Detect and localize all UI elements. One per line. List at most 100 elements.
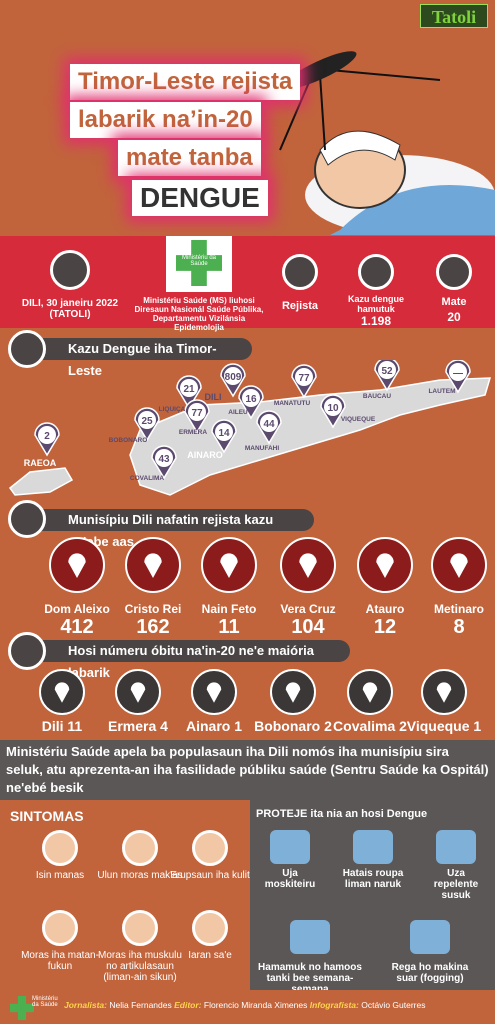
map-pin-inner [138,411,156,429]
symptom-icon [122,830,158,866]
map-value: 21 [183,384,195,395]
section-heading: Hosi númeru óbitu na'in-20 ne'e maiória … [38,640,350,680]
death-row: Ainaro 1 [164,718,264,734]
map-value: 44 [263,419,275,430]
district-value: 11 [218,616,240,638]
protect-label: Uja moskiteiru [264,868,316,890]
map-pin-inner [215,423,233,441]
death-value: 1 [473,718,482,734]
protect-label: Hamamuk no hamoos tanki bee semana-seman… [258,962,362,995]
death-value: 4 [160,718,168,734]
pin [191,669,237,715]
map-value: 10 [327,403,339,414]
protect-icon [436,830,476,864]
credits: Jornalista: Nelia Fernandes Editor: Flor… [64,1000,425,1010]
place-label: BAUCAU [363,393,391,400]
map-pin-inner [180,379,198,397]
section-heading: SINTOMAS [10,808,84,824]
pin-icon [206,682,222,703]
label: Jornalista: [64,1000,107,1010]
pin [39,669,85,715]
death-value: 2 [399,718,407,734]
feet-icon [436,254,472,290]
map-value: 809 [225,372,242,383]
value: 20 [447,310,461,324]
municipality: Ermera [108,718,157,734]
section-heading: Munisípiu Dili nafatin rejista kazu ne'e… [38,509,314,549]
logo: Tatoli [420,4,488,28]
pin-icon [299,553,317,579]
map-pin-inner [449,363,467,381]
pin [49,537,105,593]
map-pin-inner [378,361,396,379]
place-label: AILEU [228,409,248,416]
feet-icon [8,632,46,670]
section-heading: PROTEJE ita nia an hosi Dengue [256,808,428,820]
district-value: 12 [373,616,397,638]
symptom-label: Iaran sa'e [188,950,232,961]
pin-icon [220,553,238,579]
protect-icon [410,920,450,954]
place-label: LIQUIÇA [159,406,186,413]
label: Infografista: [309,1000,359,1010]
protect-icon [290,920,330,954]
label: Editor: [174,1000,202,1010]
map-value: 2 [44,431,50,442]
symptom-icon [122,910,158,946]
calendar-icon [50,250,90,290]
pin [125,537,181,593]
place-label: COVALIMA [130,475,164,482]
district-name: Dom Aleixo [44,602,110,616]
district-value: 412 [60,616,94,638]
place-label: MANATUTU [274,400,311,407]
map-pin-inner [260,414,278,432]
label: Kazu dengue hamutuk [347,294,404,314]
place-label: ERMERA [179,429,207,436]
municipality: Covalima [333,718,396,734]
district-name: Nain Feto [201,602,257,616]
pin [431,537,487,593]
map-value: 43 [158,454,170,465]
map-value: 25 [141,416,153,427]
pin-icon [436,682,452,703]
pin-icon [450,553,468,579]
pin-icon [144,553,162,579]
death-value: 1 [234,718,243,734]
symptom-label: Erupsaun iha kulit [170,870,250,881]
death-row: Ermera 4 [88,718,188,734]
pin [347,669,393,715]
map-pin-inner [38,426,56,444]
symptom-icon [192,910,228,946]
footer [0,990,495,1024]
place-label: RAEOA [24,458,57,468]
map-value: 52 [381,366,393,377]
mosquito-icon [8,330,46,368]
map-value: 16 [245,394,257,405]
municipality: Viqueque [406,718,470,734]
map-pin-inner [324,398,342,416]
district-name: Metinaro [433,602,484,616]
protect-label: Rega ho makina suar (fogging) [391,962,469,984]
label: Rejista [281,300,319,312]
pin-icon [285,682,301,703]
death-row: Viqueque 1 [394,718,494,734]
protect-icon [353,830,393,864]
map-pin-inner [188,403,206,421]
district-name: Vera Cruz [280,602,336,616]
pin-icon [130,682,146,703]
section-heading: Kazu Dengue iha Timor-Leste [38,338,252,378]
title-line: Timor-Leste rejista [70,64,301,100]
text: Nelia Fernandes [109,1000,172,1010]
municipality: Bobonaro [254,718,321,734]
place-label: VIQUEQUE [341,416,376,423]
death-value: 11 [67,718,83,734]
text: Florencio Miranda Ximenes [203,1000,308,1010]
municipality: Ainaro [185,718,231,734]
value: 1.198 [360,314,392,328]
map-pin-inner [155,449,173,467]
death-value: 2 [324,718,332,734]
symptom-icon [192,830,228,866]
